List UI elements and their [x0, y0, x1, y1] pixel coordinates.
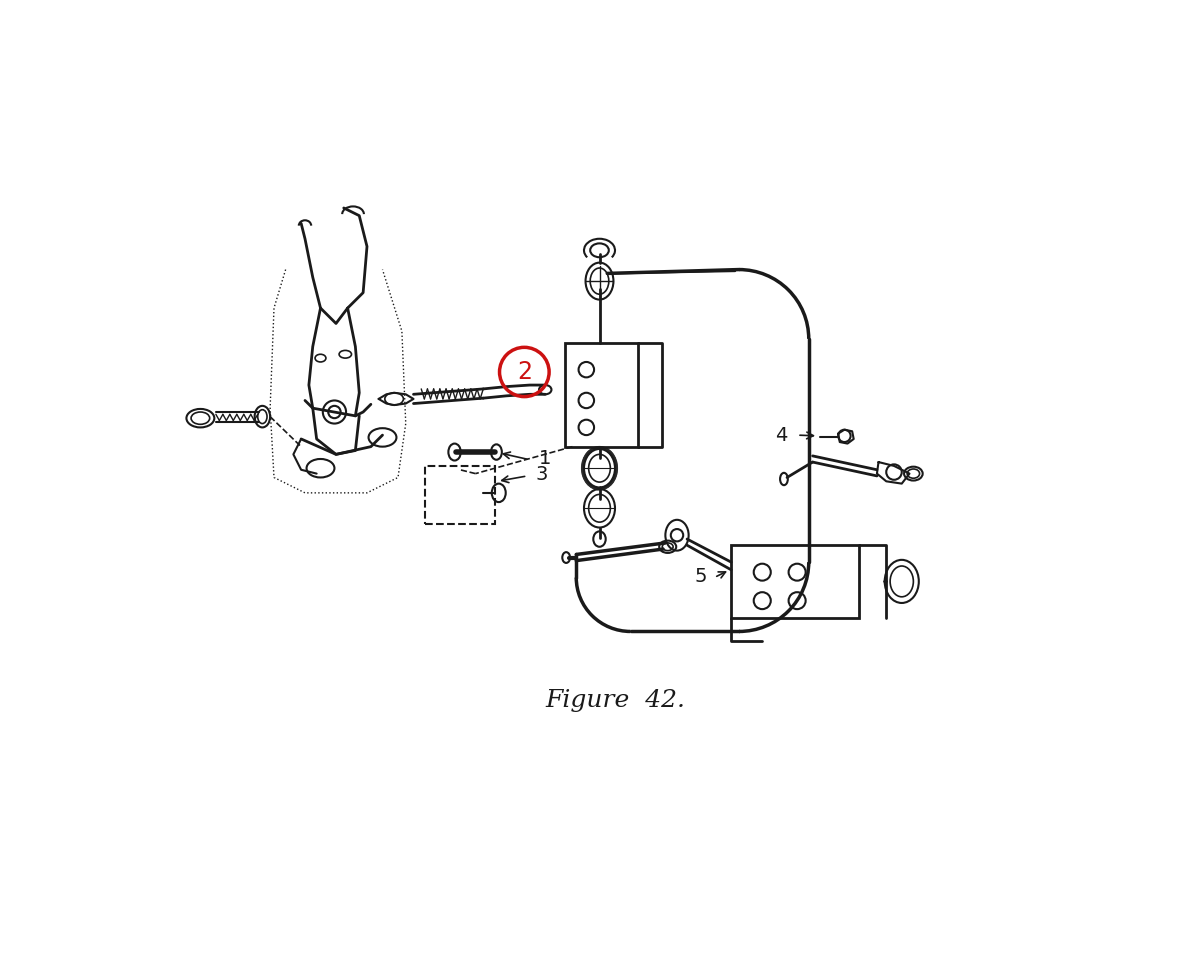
- Bar: [731, 545, 859, 618]
- Text: 1: 1: [539, 449, 552, 468]
- Text: Figure  42.: Figure 42.: [545, 690, 685, 713]
- Text: 4: 4: [775, 426, 788, 445]
- Text: 5: 5: [694, 566, 707, 586]
- Bar: [565, 343, 638, 447]
- Text: 2: 2: [517, 360, 532, 384]
- Text: 3: 3: [535, 465, 547, 483]
- Bar: [425, 466, 494, 524]
